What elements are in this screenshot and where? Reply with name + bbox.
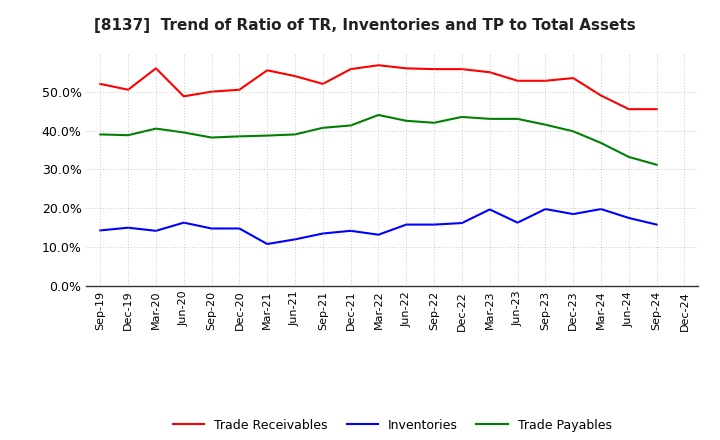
Inventories [179, 220, 188, 225]
Trade Receivables [597, 93, 606, 98]
Line: Trade Payables: Trade Payables [100, 115, 657, 165]
Inventories [152, 228, 161, 234]
Inventories [235, 226, 243, 231]
Trade Receivables [235, 87, 243, 92]
Inventories [458, 220, 467, 226]
Inventories [96, 228, 104, 233]
Trade Payables [96, 132, 104, 137]
Trade Payables [513, 116, 522, 121]
Trade Payables [291, 132, 300, 137]
Trade Payables [458, 114, 467, 120]
Trade Receivables [513, 78, 522, 84]
Trade Payables [652, 162, 661, 167]
Trade Receivables [541, 78, 550, 84]
Trade Payables [597, 140, 606, 146]
Trade Receivables [346, 66, 355, 72]
Trade Receivables [402, 66, 410, 71]
Inventories [346, 228, 355, 234]
Trade Payables [124, 132, 132, 138]
Inventories [318, 231, 327, 236]
Inventories [263, 242, 271, 247]
Inventories [513, 220, 522, 225]
Trade Payables [541, 122, 550, 127]
Inventories [430, 222, 438, 227]
Trade Receivables [291, 73, 300, 79]
Trade Payables [374, 112, 383, 117]
Trade Receivables [152, 66, 161, 71]
Inventories [402, 222, 410, 227]
Trade Receivables [652, 106, 661, 112]
Trade Payables [430, 120, 438, 125]
Trade Receivables [124, 87, 132, 92]
Trade Receivables [485, 70, 494, 75]
Line: Trade Receivables: Trade Receivables [100, 65, 657, 109]
Trade Payables [179, 130, 188, 135]
Trade Payables [207, 135, 216, 140]
Trade Receivables [318, 81, 327, 87]
Inventories [624, 215, 633, 220]
Inventories [291, 237, 300, 242]
Inventories [485, 207, 494, 212]
Trade Receivables [263, 68, 271, 73]
Trade Payables [485, 116, 494, 121]
Trade Receivables [374, 62, 383, 68]
Trade Payables [402, 118, 410, 124]
Trade Receivables [179, 94, 188, 99]
Inventories [569, 212, 577, 217]
Trade Receivables [430, 66, 438, 72]
Trade Receivables [207, 89, 216, 94]
Trade Payables [624, 154, 633, 160]
Inventories [541, 206, 550, 212]
Trade Payables [235, 134, 243, 139]
Trade Payables [152, 126, 161, 131]
Legend: Trade Receivables, Inventories, Trade Payables: Trade Receivables, Inventories, Trade Pa… [168, 414, 617, 436]
Trade Receivables [458, 66, 467, 72]
Trade Payables [346, 123, 355, 128]
Inventories [652, 222, 661, 227]
Inventories [207, 226, 216, 231]
Trade Receivables [96, 81, 104, 87]
Inventories [597, 206, 606, 212]
Text: [8137]  Trend of Ratio of TR, Inventories and TP to Total Assets: [8137] Trend of Ratio of TR, Inventories… [94, 18, 635, 33]
Trade Payables [263, 133, 271, 138]
Inventories [374, 232, 383, 237]
Inventories [124, 225, 132, 231]
Line: Inventories: Inventories [100, 209, 657, 244]
Trade Receivables [569, 75, 577, 81]
Trade Payables [569, 128, 577, 134]
Trade Receivables [624, 106, 633, 112]
Trade Payables [318, 125, 327, 130]
